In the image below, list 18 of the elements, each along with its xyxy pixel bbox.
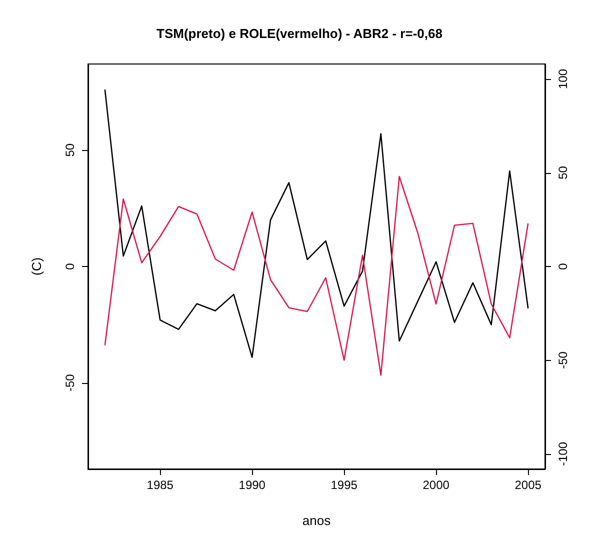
x-tick-label: 1995 [330, 478, 358, 492]
x-tick-label: 1985 [146, 478, 174, 492]
y2-tick-label: 0 [556, 262, 570, 270]
y-tick-label: -50 [63, 374, 77, 392]
chart-title: TSM(preto) e ROLE(vermelho) - ABR2 - r=-0,68 [156, 26, 442, 41]
x-tick-label: 2005 [514, 478, 542, 492]
y-tick-label: 50 [63, 143, 77, 157]
line-series [104, 88, 529, 358]
x-tick-label: 1990 [238, 478, 266, 492]
y-axis-title: (C) [29, 257, 44, 276]
x-axis-title: anos [302, 513, 332, 528]
y2-tick-label: -100 [556, 442, 570, 466]
y-tick-label: 0 [63, 262, 77, 270]
line-series [104, 176, 529, 376]
x-tick-label: 2000 [422, 478, 450, 492]
y2-tick-label: -50 [556, 351, 570, 369]
y2-tick-label: 50 [556, 166, 570, 180]
y2-tick-label: 100 [556, 68, 570, 90]
